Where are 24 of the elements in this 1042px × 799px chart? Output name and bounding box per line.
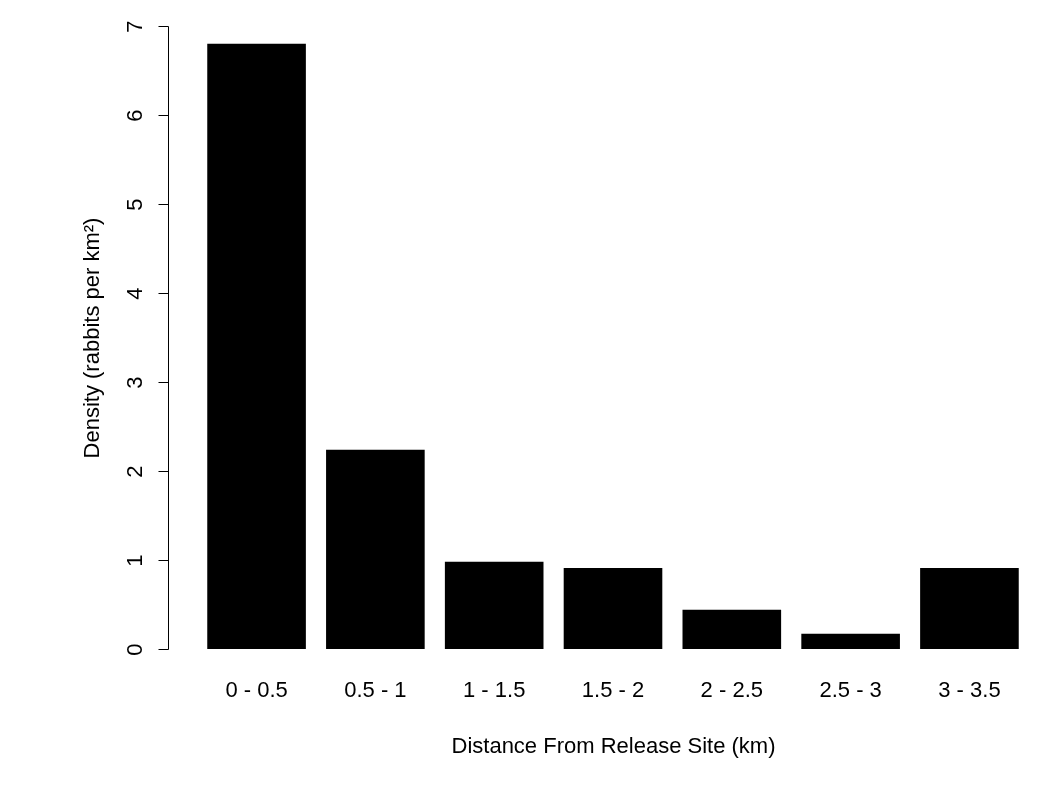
y-tick-label: 2	[121, 465, 147, 478]
bar	[444, 561, 544, 649]
y-tick-label: 3	[121, 376, 147, 389]
x-tick-label: 1 - 1.5	[463, 676, 526, 702]
y-tick-label: 7	[121, 20, 147, 33]
y-axis-title: Density (rabbits per km²)	[78, 217, 104, 459]
bar	[920, 568, 1019, 649]
x-tick-label: 1.5 - 2	[581, 676, 645, 702]
bar	[207, 43, 306, 649]
bar	[801, 633, 900, 649]
x-tick-label: 3 - 3.5	[938, 676, 1001, 702]
y-tick-label: 5	[121, 198, 147, 211]
y-tick-label: 1	[121, 554, 147, 567]
bar	[563, 568, 663, 649]
bar	[326, 449, 425, 649]
y-tick-label: 6	[121, 109, 147, 122]
x-tick-label: 0 - 0.5	[225, 676, 288, 702]
bar	[682, 609, 782, 649]
x-axis-title: Distance From Release Site (km)	[451, 732, 776, 758]
y-tick-label: 0	[121, 643, 147, 656]
x-tick-label: 2.5 - 3	[819, 676, 882, 702]
x-tick-label: 0.5 - 1	[344, 676, 407, 702]
y-tick-label: 4	[121, 287, 147, 300]
x-tick-label: 2 - 2.5	[700, 676, 763, 702]
